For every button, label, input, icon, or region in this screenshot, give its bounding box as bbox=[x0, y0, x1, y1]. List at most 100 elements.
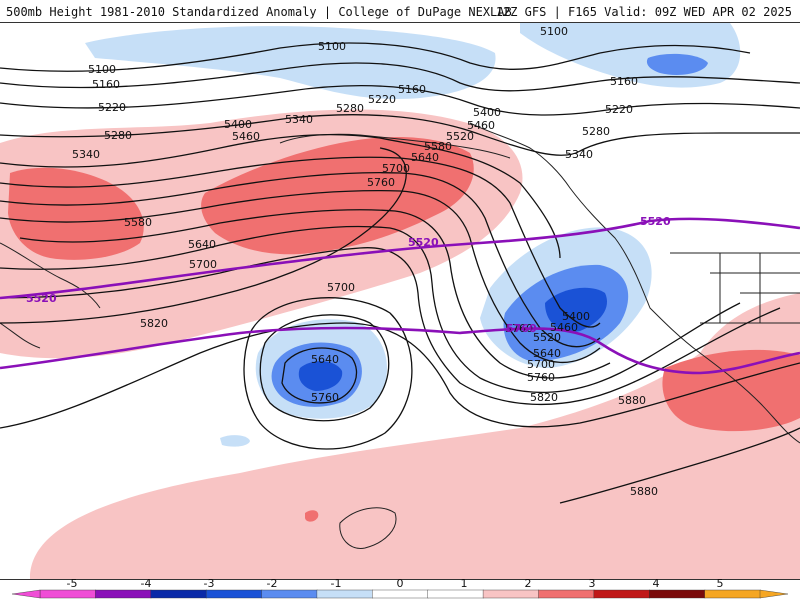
contour-label: 5400 bbox=[224, 118, 252, 131]
tick-label: -5 bbox=[67, 578, 78, 590]
contour-5520 bbox=[0, 189, 601, 364]
tick-label: 4 bbox=[653, 578, 660, 590]
colorbar-segment bbox=[39, 589, 97, 599]
highlight-contour-labels: 5520 5520 5520 5760 bbox=[26, 215, 671, 335]
contour-5880 bbox=[559, 427, 800, 504]
coastline-north-america bbox=[469, 122, 800, 444]
colorbar-segment bbox=[261, 589, 318, 599]
contour-5400 bbox=[0, 156, 601, 328]
colorbar-segment bbox=[649, 589, 706, 599]
contour-label: 5880 bbox=[630, 485, 658, 498]
map-panel[interactable]: 5100 5100 5100 5160 5160 5160 5220 5220 … bbox=[0, 22, 800, 580]
contour-label: 5340 bbox=[565, 148, 593, 161]
contour-label: 5820 bbox=[140, 317, 168, 330]
contour-5760-low bbox=[243, 297, 413, 450]
contour-5820 bbox=[0, 322, 800, 429]
coastline-asia bbox=[0, 242, 101, 349]
contour-label: 5700 bbox=[189, 258, 217, 271]
contour-label: 5280 bbox=[104, 129, 132, 142]
contour-5760 bbox=[0, 147, 407, 324]
tick-label: 5 bbox=[717, 578, 724, 590]
contour-label: 5700 bbox=[382, 162, 410, 175]
contour-label: 5160 bbox=[610, 75, 638, 88]
colorbar-segment bbox=[704, 589, 761, 599]
neg-anomaly-small-patch bbox=[220, 435, 250, 447]
contour-label: 5280 bbox=[582, 125, 610, 138]
tick-label: 3 bbox=[589, 578, 596, 590]
colorbar: -5 -4 -3 -2 -1 0 1 2 3 4 5 bbox=[0, 577, 800, 600]
colorbar-segment bbox=[95, 589, 152, 599]
title-bar: 500mb Height 1981-2010 Standardized Anom… bbox=[0, 0, 800, 22]
colorbar-segment bbox=[372, 589, 429, 599]
state-borders bbox=[670, 252, 800, 324]
tick-label: -4 bbox=[141, 578, 152, 590]
contour-label: 5640 bbox=[533, 347, 561, 360]
contour-label: 5100 bbox=[318, 40, 346, 53]
colorbar-tick-labels: -5 -4 -3 -2 -1 0 1 2 3 4 5 bbox=[67, 577, 724, 590]
colorbar-segment bbox=[427, 589, 484, 599]
highlight-contour-5520 bbox=[0, 217, 800, 300]
anomaly-shading-negative-deep bbox=[298, 287, 608, 391]
tick-label: 2 bbox=[525, 578, 532, 590]
pos-anomaly-subtropics bbox=[30, 293, 800, 579]
highlight-label: 5760 bbox=[506, 322, 537, 335]
colorbar-segment bbox=[482, 589, 540, 599]
highlight-label: 5520 bbox=[408, 236, 439, 249]
contour-label: 5520 bbox=[533, 331, 561, 344]
colorbar-segment bbox=[150, 589, 207, 599]
colorbar-segments bbox=[11, 589, 789, 599]
contour-label: 5520 bbox=[446, 130, 474, 143]
contour-5640-low bbox=[281, 347, 358, 404]
pos-anomaly-west-core bbox=[8, 167, 144, 260]
contour-label: 5400 bbox=[473, 106, 501, 119]
map-canvas: 5100 5100 5100 5160 5160 5160 5220 5220 … bbox=[0, 23, 800, 579]
highlight-label: 5520 bbox=[26, 292, 57, 305]
contour-label: 5160 bbox=[92, 78, 120, 91]
contour-label: 5160 bbox=[398, 83, 426, 96]
colorbar-segment bbox=[538, 589, 595, 599]
contour-label: 5640 bbox=[411, 151, 439, 164]
contour-label: 5100 bbox=[540, 25, 568, 38]
run-valid-time: 12Z GFS | F165 Valid: 09Z WED APR 02 202… bbox=[495, 5, 792, 19]
height-contours bbox=[0, 42, 800, 504]
contour-label: 5340 bbox=[285, 113, 313, 126]
coastline-hawaii bbox=[339, 507, 397, 549]
contour-5100 bbox=[0, 42, 751, 72]
contour-label: 5280 bbox=[336, 102, 364, 115]
contour-label: 5460 bbox=[232, 130, 260, 143]
neg-anomaly-west-coast-deep bbox=[545, 287, 608, 332]
contour-label: 5100 bbox=[88, 63, 116, 76]
contour-label: 5760 bbox=[527, 371, 555, 384]
contour-5700-low bbox=[259, 314, 390, 422]
contour-5280 bbox=[0, 114, 800, 156]
tick-label: -1 bbox=[331, 578, 342, 590]
contour-label: 5580 bbox=[424, 140, 452, 153]
contour-5640 bbox=[0, 225, 741, 394]
colorbar-max-arrow bbox=[759, 589, 789, 599]
contour-label: 5400 bbox=[562, 310, 590, 323]
neg-anomaly-northeast-core bbox=[646, 53, 708, 75]
contour-label: 5220 bbox=[98, 101, 126, 114]
product-title: 500mb Height 1981-2010 Standardized Anom… bbox=[6, 5, 512, 19]
tick-label: -2 bbox=[267, 578, 278, 590]
contour-label: 5460 bbox=[467, 119, 495, 132]
tick-label: -3 bbox=[204, 578, 215, 590]
colorbar-segment bbox=[205, 589, 263, 599]
contour-5580 bbox=[19, 209, 611, 379]
neg-anomaly-central-pacific-deep bbox=[298, 361, 343, 391]
contour-label: 5820 bbox=[530, 391, 558, 404]
contour-label: 5580 bbox=[124, 216, 152, 229]
contour-label: 5760 bbox=[505, 322, 533, 335]
height-contour-labels: 5100 5100 5100 5160 5160 5160 5220 5220 … bbox=[72, 25, 658, 498]
colorbar-svg: -5 -4 -3 -2 -1 0 1 2 3 4 5 bbox=[11, 577, 789, 599]
contour-label: 5760 bbox=[311, 391, 339, 404]
contour-5340 bbox=[0, 133, 561, 259]
contour-label: 5760 bbox=[367, 176, 395, 189]
contour-5220 bbox=[0, 84, 800, 116]
contour-label: 5640 bbox=[188, 238, 216, 251]
contour-label: 5880 bbox=[618, 394, 646, 407]
pos-anomaly-tiny-island bbox=[305, 510, 319, 522]
contour-5160 bbox=[0, 62, 800, 92]
pos-anomaly-mexico-core bbox=[662, 349, 800, 432]
colorbar-min-arrow bbox=[11, 589, 41, 599]
